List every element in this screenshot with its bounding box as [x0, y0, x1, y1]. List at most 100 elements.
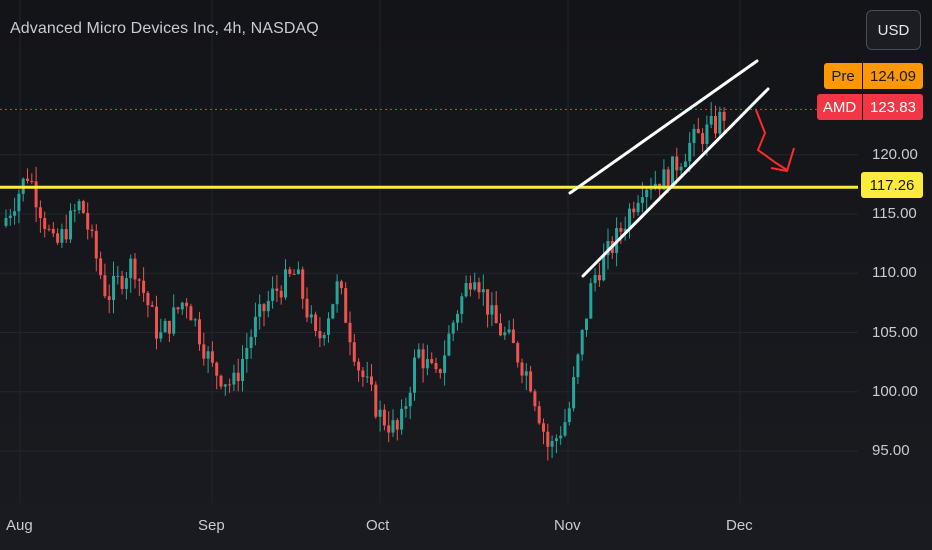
candle-body [554, 438, 558, 442]
candle-body [241, 359, 244, 382]
candle-body [632, 208, 636, 213]
candle-body [60, 229, 64, 243]
x-tick-label: Nov [554, 517, 581, 534]
currency-button[interactable]: USD [866, 10, 921, 50]
candle-body [434, 363, 438, 370]
candle-body [13, 211, 17, 216]
candle-body [494, 305, 498, 324]
candle-body [524, 371, 528, 376]
candle-body [645, 189, 649, 198]
candle-body [8, 215, 12, 218]
candle-body [236, 372, 240, 382]
candle-body [705, 124, 709, 145]
candle-body [490, 305, 494, 315]
candle-body [585, 318, 588, 330]
candle-body [275, 288, 279, 291]
candle-body [438, 369, 442, 374]
candle-body [180, 302, 184, 310]
symbol-label-tag: AMD [817, 94, 862, 120]
candle-body [34, 181, 38, 208]
candle-body [305, 298, 309, 318]
candle-body [150, 305, 154, 307]
candle-body [477, 282, 481, 293]
y-tick-label: 115.00 [872, 205, 917, 222]
candle-body [99, 258, 103, 276]
candle-body [516, 343, 520, 363]
wedge-lower-line [581, 87, 770, 278]
candle-body [456, 313, 459, 323]
candle-body [228, 384, 232, 386]
candle-body [339, 281, 343, 289]
candle-body [640, 197, 644, 203]
candle-body [223, 384, 227, 387]
candle-body [210, 351, 214, 363]
candle-body [51, 228, 55, 234]
candle-body [142, 280, 146, 293]
candle-body [292, 273, 296, 275]
candle-body [219, 375, 223, 387]
y-tick-label: 95.00 [872, 442, 910, 459]
candle-body [542, 423, 545, 432]
candle-body [662, 169, 666, 190]
candle-body [619, 228, 623, 232]
x-tick-label: Aug [6, 517, 33, 534]
x-tick-label: Dec [726, 517, 753, 534]
candle-body [116, 275, 120, 277]
candle-body [447, 333, 451, 356]
candle-body [718, 111, 722, 134]
candle-body [486, 289, 490, 315]
candle-body [692, 128, 696, 143]
candle-body [172, 307, 176, 334]
candle-body [107, 296, 111, 300]
bearish-arrow-path [755, 109, 788, 171]
candle-body [417, 349, 421, 358]
candle-body [370, 376, 373, 385]
candle-body [47, 228, 51, 230]
candle-body [520, 362, 524, 376]
candle-body [318, 331, 322, 339]
candle-body [597, 274, 601, 281]
candle-body [714, 115, 717, 134]
candle-body [550, 441, 554, 447]
candle-body [511, 329, 515, 344]
candle-body [90, 229, 94, 231]
candle-body [576, 354, 580, 378]
candle-body [408, 392, 412, 407]
candle-body [602, 255, 606, 281]
candle-body [649, 188, 653, 190]
candle-body [352, 342, 356, 362]
bearish-arrow-head [770, 147, 795, 173]
candle-body [279, 290, 283, 298]
candle-body [675, 156, 679, 171]
candle-body [464, 283, 468, 297]
candle-body [198, 319, 201, 345]
x-tick-label: Sep [198, 517, 225, 534]
candle-body [481, 289, 485, 293]
candle-body [623, 228, 627, 232]
candle-body [296, 269, 300, 275]
candle-body [301, 269, 305, 299]
candle-body [288, 269, 292, 274]
candle-body [4, 217, 8, 226]
candle-body [451, 322, 455, 334]
candle-body [258, 304, 262, 317]
candle-body [129, 258, 133, 279]
candle-body [387, 425, 391, 433]
candle-body [709, 115, 713, 125]
candle-body [473, 282, 477, 290]
candle-body [391, 420, 395, 433]
candle-body [696, 128, 700, 134]
candle-body [94, 230, 98, 259]
candle-body [43, 218, 47, 229]
candle-body [348, 322, 352, 343]
candle-body [26, 178, 29, 181]
candle-body [499, 323, 502, 336]
candle-body [507, 329, 511, 333]
candle-body [155, 306, 158, 339]
level-price-tag: 117.26 [861, 172, 923, 198]
candle-body [636, 202, 640, 213]
drawing-annotations[interactable] [568, 59, 795, 278]
candle-body [529, 371, 533, 392]
